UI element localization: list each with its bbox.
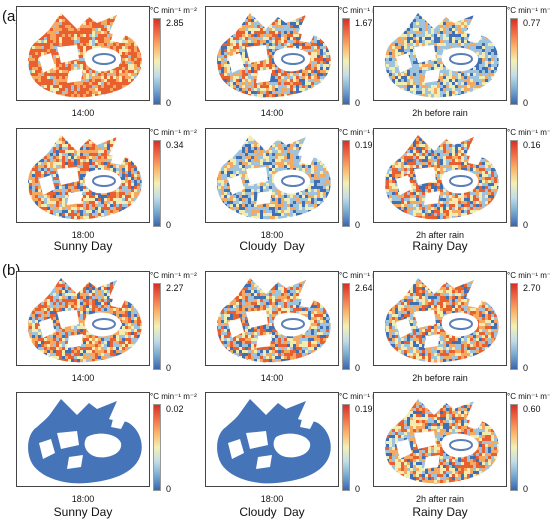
colorbar-max: 0.34 [166, 140, 184, 150]
section-label: (b) [2, 262, 21, 279]
colorbar [153, 18, 161, 105]
heat-map [385, 135, 499, 220]
colorbar-min: 0 [355, 98, 361, 108]
map-frame [16, 392, 150, 487]
colorbar-max: 2.85 [166, 18, 184, 28]
map-frame [373, 6, 507, 101]
heat-map [385, 13, 499, 98]
time-label: 2h before rain [412, 108, 468, 118]
time-label: 2h after rain [415, 230, 465, 240]
heat-map [217, 399, 331, 484]
time-label: 18:00 [260, 230, 284, 240]
time-label: 18:00 [71, 494, 95, 504]
map-frame [16, 128, 150, 223]
colorbar [153, 404, 161, 491]
day-label: Cloudy Day [239, 505, 305, 519]
heat-map [217, 135, 331, 220]
colorbar-min: 0 [166, 220, 172, 230]
colorbar-unit: °C min⁻¹ m⁻² [339, 6, 386, 15]
colorbar-unit: °C min⁻¹ m⁻² [339, 128, 386, 137]
day-label: Rainy Day [412, 239, 468, 253]
day-label: Rainy Day [412, 505, 468, 519]
colorbar-unit: °C min⁻¹ m⁻² [507, 6, 550, 15]
colorbar-max: 0.02 [166, 404, 184, 414]
colorbar [342, 404, 350, 491]
map-frame [205, 128, 339, 223]
section-label: (a) [2, 8, 21, 25]
colorbar-min: 0 [523, 363, 529, 373]
map-frame [16, 271, 150, 366]
colorbar-unit: °C min⁻¹ m⁻² [507, 271, 550, 280]
time-label: 2h after rain [415, 494, 465, 504]
map-frame [373, 128, 507, 223]
colorbar-max: 2.27 [166, 283, 184, 293]
colorbar-min: 0 [355, 220, 361, 230]
heat-map [217, 278, 331, 363]
colorbar-max: 1.67 [355, 18, 373, 28]
colorbar-min: 0 [523, 484, 529, 494]
colorbar [342, 140, 350, 227]
colorbar [153, 140, 161, 227]
time-label: 14:00 [71, 108, 95, 118]
heat-map [385, 399, 499, 484]
colorbar-min: 0 [166, 98, 172, 108]
map-frame [373, 392, 507, 487]
day-label: Sunny Day [53, 239, 113, 253]
colorbar [153, 283, 161, 370]
map-frame [205, 6, 339, 101]
colorbar-min: 0 [523, 220, 529, 230]
time-label: 14:00 [260, 373, 284, 383]
heat-map [217, 13, 331, 98]
time-label: 14:00 [260, 108, 284, 118]
colorbar-max: 2.70 [523, 283, 541, 293]
time-label: 18:00 [71, 230, 95, 240]
colorbar-max: 0.19 [355, 140, 373, 150]
colorbar-unit: °C min⁻¹ m⁻² [507, 128, 550, 137]
heat-map [28, 278, 142, 363]
colorbar [342, 283, 350, 370]
colorbar-unit: °C min⁻¹ m⁻² [150, 6, 197, 15]
time-label: 2h before rain [412, 373, 468, 383]
colorbar-max: 2.64 [355, 283, 373, 293]
colorbar-unit: °C min⁻¹ m⁻² [339, 392, 386, 401]
colorbar-max: 0.19 [355, 404, 373, 414]
time-label: 14:00 [71, 373, 95, 383]
colorbar-min: 0 [355, 484, 361, 494]
map-frame [205, 392, 339, 487]
colorbar-unit: °C min⁻¹ m⁻² [150, 128, 197, 137]
colorbar-max: 0.60 [523, 404, 541, 414]
time-label: 18:00 [260, 494, 284, 504]
day-label: Sunny Day [53, 505, 113, 519]
colorbar-unit: °C min⁻¹ m⁻² [507, 392, 550, 401]
heat-map [385, 278, 499, 363]
colorbar-min: 0 [166, 484, 172, 494]
colorbar [510, 18, 518, 105]
colorbar-unit: °C min⁻¹ m⁻² [150, 271, 197, 280]
map-frame [205, 271, 339, 366]
colorbar [510, 140, 518, 227]
colorbar-unit: °C min⁻¹ m⁻² [339, 271, 386, 280]
day-label: Cloudy Day [239, 239, 305, 253]
colorbar-unit: °C min⁻¹ m⁻² [150, 392, 197, 401]
colorbar-min: 0 [355, 363, 361, 373]
heat-map [28, 399, 142, 484]
map-frame [16, 6, 150, 101]
heat-map [28, 13, 142, 98]
colorbar [510, 404, 518, 491]
map-frame [373, 271, 507, 366]
colorbar [342, 18, 350, 105]
colorbar-min: 0 [523, 98, 529, 108]
colorbar-min: 0 [166, 363, 172, 373]
heat-map [28, 135, 142, 220]
colorbar-max: 0.16 [523, 140, 541, 150]
colorbar-max: 0.77 [523, 18, 541, 28]
colorbar [510, 283, 518, 370]
